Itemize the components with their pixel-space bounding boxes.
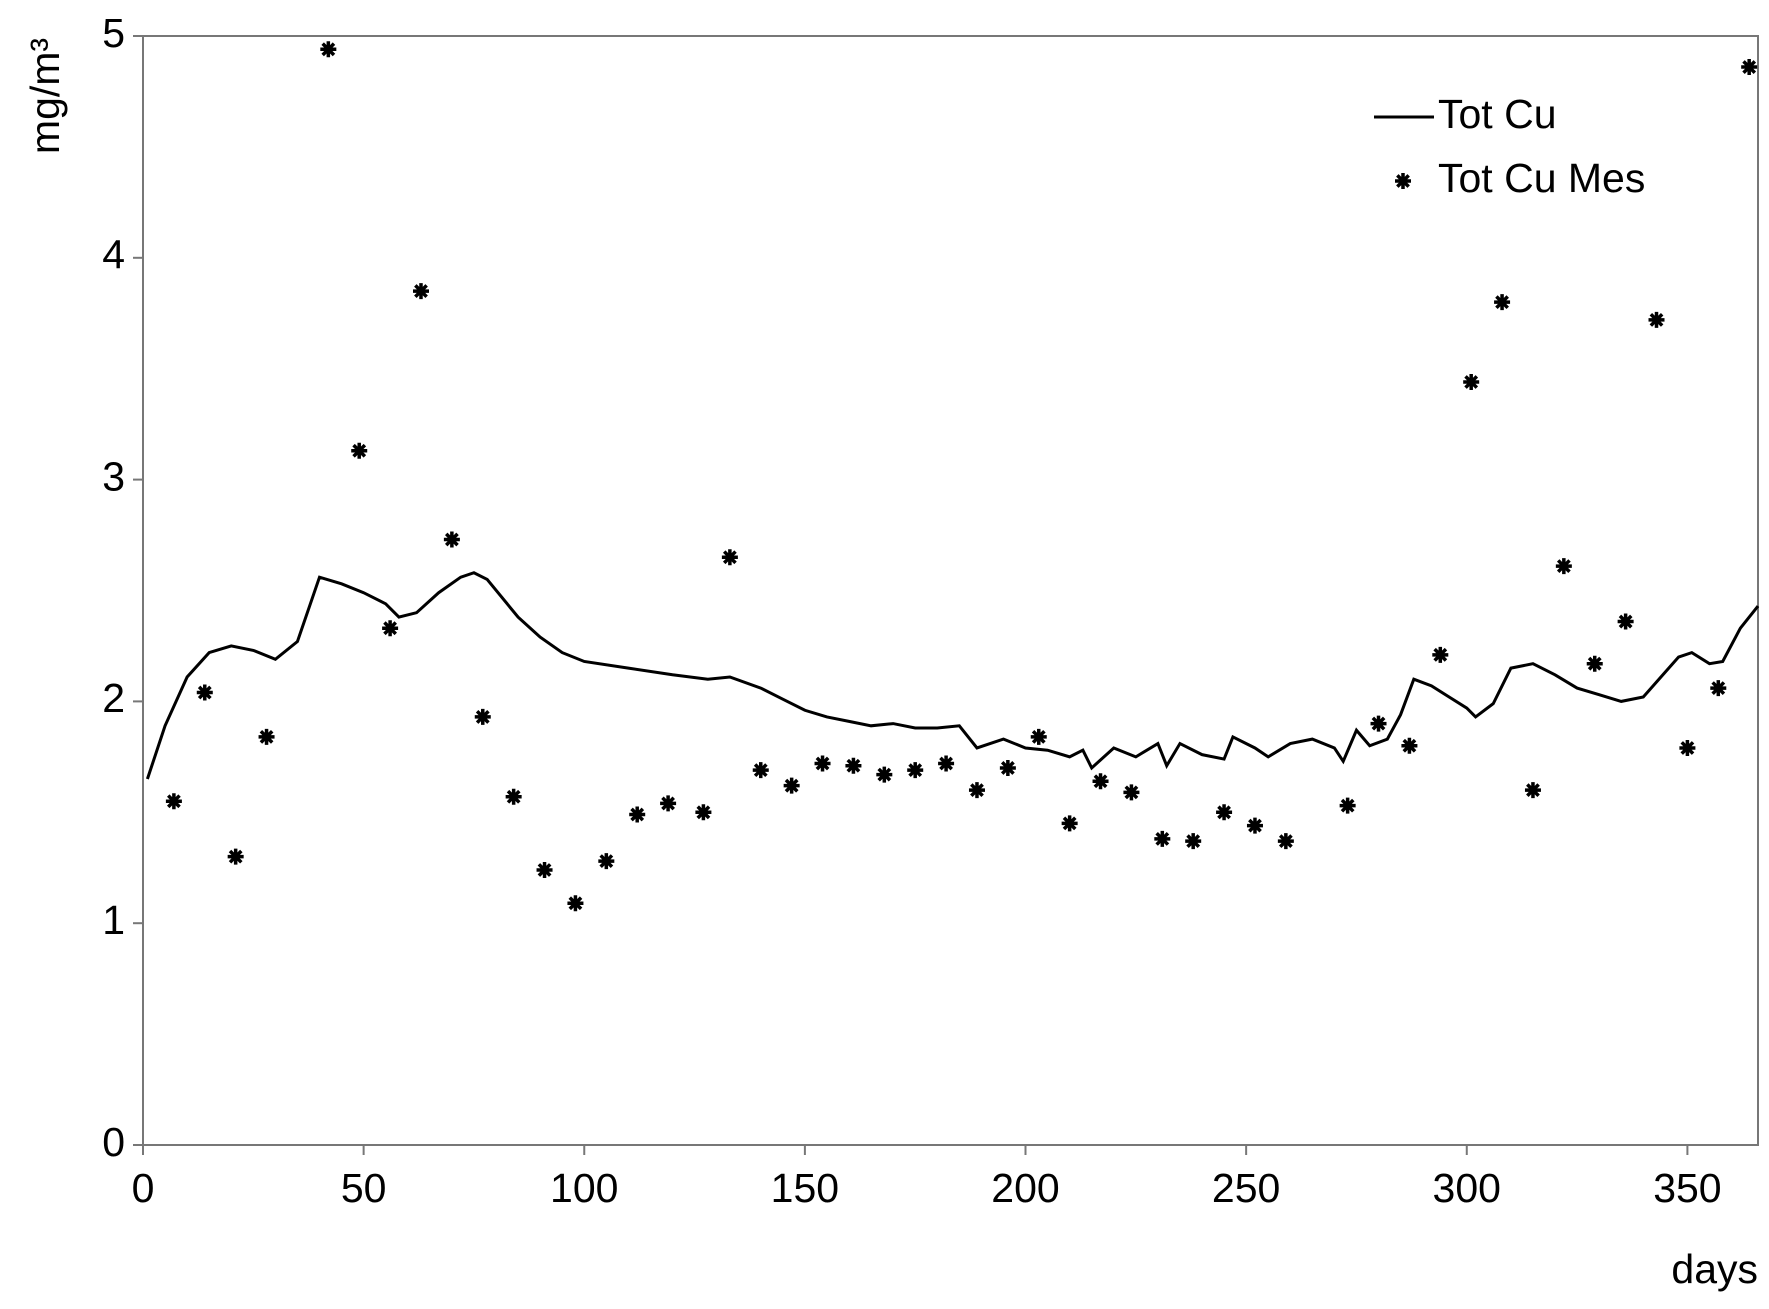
x-tick-label: 350 xyxy=(1653,1165,1721,1211)
marker xyxy=(258,728,275,745)
marker xyxy=(1216,804,1233,821)
marker xyxy=(1494,294,1511,311)
marker xyxy=(382,620,399,637)
marker xyxy=(474,708,491,725)
legend-marker xyxy=(1395,173,1411,189)
marker xyxy=(629,806,646,823)
y-tick-label: 2 xyxy=(102,675,125,721)
marker xyxy=(1586,655,1603,672)
marker xyxy=(165,793,182,810)
marker xyxy=(814,755,831,772)
marker xyxy=(1463,374,1480,391)
marker xyxy=(320,41,337,58)
marker xyxy=(505,788,522,805)
marker xyxy=(1524,782,1541,799)
marker xyxy=(1246,817,1263,834)
marker xyxy=(1679,739,1696,756)
marker xyxy=(1339,797,1356,814)
marker xyxy=(695,804,712,821)
marker xyxy=(1154,830,1171,847)
marker xyxy=(443,531,460,548)
y-tick-label: 1 xyxy=(102,897,125,943)
marker xyxy=(968,782,985,799)
marker xyxy=(1185,833,1202,850)
y-axis-label: mg/m³ xyxy=(22,38,68,154)
marker xyxy=(1741,59,1758,76)
y-tick-label: 4 xyxy=(102,232,125,278)
marker xyxy=(752,762,769,779)
marker xyxy=(412,283,429,300)
x-tick-label: 50 xyxy=(341,1165,387,1211)
marker xyxy=(1370,715,1387,732)
marker xyxy=(721,549,738,566)
marker xyxy=(351,442,368,459)
marker xyxy=(1432,646,1449,663)
legend-label: Tot Cu xyxy=(1438,91,1557,137)
y-tick-label: 0 xyxy=(102,1119,125,1165)
marker xyxy=(598,853,615,870)
x-tick-label: 100 xyxy=(550,1165,618,1211)
x-tick-label: 0 xyxy=(132,1165,155,1211)
x-tick-label: 200 xyxy=(991,1165,1059,1211)
marker xyxy=(660,795,677,812)
marker xyxy=(907,762,924,779)
marker xyxy=(536,861,553,878)
x-axis-label: days xyxy=(1671,1246,1758,1292)
x-tick-label: 300 xyxy=(1433,1165,1501,1211)
marker xyxy=(196,684,213,701)
marker xyxy=(1710,680,1727,697)
marker xyxy=(1092,773,1109,790)
y-tick-label: 3 xyxy=(102,453,125,499)
marker xyxy=(1061,815,1078,832)
marker xyxy=(999,759,1016,776)
marker xyxy=(1401,737,1418,754)
marker xyxy=(227,848,244,865)
marker xyxy=(1617,613,1634,630)
marker xyxy=(1030,728,1047,745)
marker xyxy=(1555,558,1572,575)
marker xyxy=(1277,833,1294,850)
legend-label: Tot Cu Mes xyxy=(1438,155,1645,201)
marker xyxy=(876,766,893,783)
plot-frame xyxy=(142,35,1759,1146)
x-tick-label: 250 xyxy=(1212,1165,1280,1211)
marker xyxy=(567,895,584,912)
x-tick-label: 150 xyxy=(771,1165,839,1211)
y-tick-label: 5 xyxy=(102,10,125,56)
marker xyxy=(783,777,800,794)
marker xyxy=(938,755,955,772)
marker xyxy=(845,757,862,774)
marker xyxy=(1123,784,1140,801)
line xyxy=(145,571,1760,780)
marker xyxy=(1648,311,1665,328)
